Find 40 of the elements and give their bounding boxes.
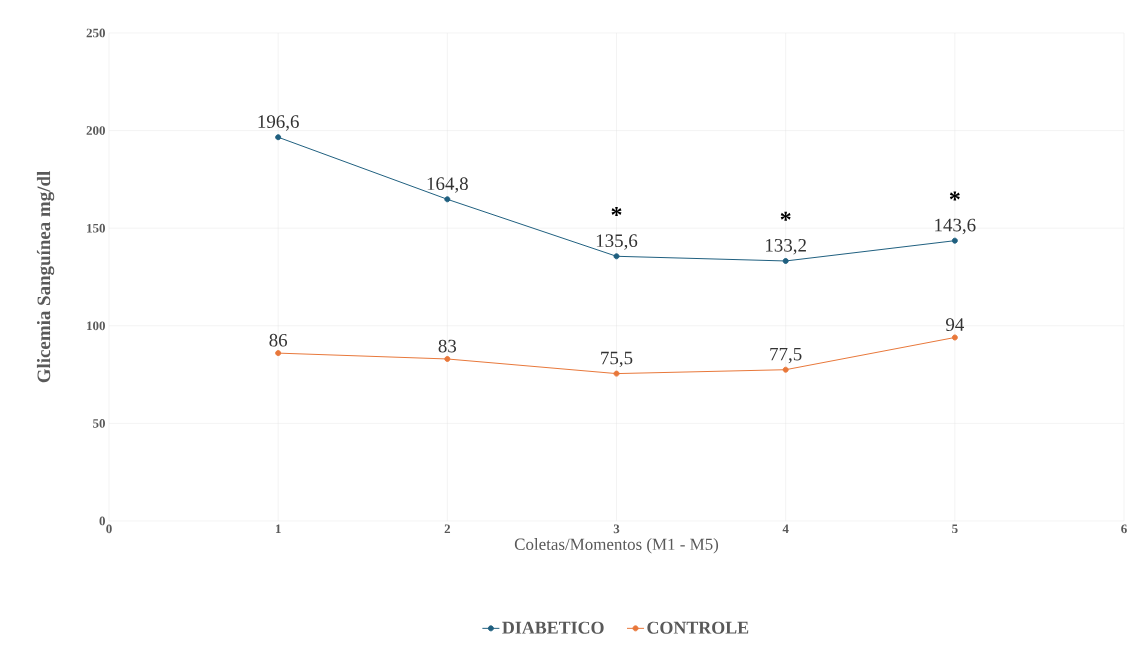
point (951, 237, 958, 244)
data-label: 135,6 (596, 234, 638, 250)
y-axis-title: Glicemia Sanguínea mg/dl (36, 171, 55, 383)
data-label: 196,6 (258, 115, 299, 131)
x-tick-label: 3 (613, 524, 620, 534)
annotation: * (949, 191, 960, 201)
data-label: 94 (945, 318, 965, 331)
data-label: 143,6 (935, 218, 976, 235)
x-tick-label: 0 (106, 524, 112, 534)
point (444, 196, 451, 203)
data-label: 75,5 (601, 351, 633, 368)
y-tick-label: 150 (87, 223, 105, 233)
point (444, 355, 451, 362)
annotation: * (611, 207, 622, 217)
data-label: 86 (269, 333, 288, 347)
x-tick-label: 6 (1121, 524, 1127, 534)
x-tick-label: 2 (444, 524, 451, 534)
y-tick-label: 50 (93, 419, 105, 428)
legend-label: DIABETICO (502, 621, 604, 634)
x-tick-label: 4 (782, 524, 789, 534)
x-axis-title: Coletas/Momentos (M1 - M5) (514, 538, 719, 554)
point (951, 334, 958, 341)
y-tick-label: 0 (99, 516, 105, 526)
point (613, 253, 620, 260)
annotation: * (780, 211, 791, 221)
point (782, 366, 789, 373)
point (782, 257, 789, 264)
data-label: 83 (438, 339, 457, 353)
x-tick-label: 1 (275, 524, 281, 534)
data-label: 77,5 (770, 347, 802, 364)
y-tick-label: 100 (87, 321, 105, 331)
point (275, 134, 282, 141)
point (275, 350, 282, 357)
point (613, 370, 620, 377)
x-tick-label: 5 (952, 524, 958, 534)
y-tick-label: 250 (86, 28, 105, 38)
data-label: 164,8 (427, 177, 468, 193)
y-tick-label: 200 (86, 126, 105, 135)
data-label: 133,2 (766, 239, 806, 255)
legend-label: CONTROLE (647, 621, 749, 634)
